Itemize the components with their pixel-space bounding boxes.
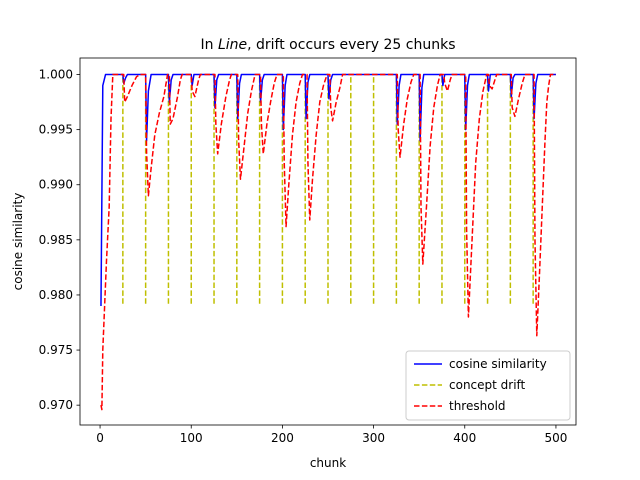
y-tick-label: 0.990 [39, 178, 73, 192]
x-tick-label: 500 [544, 431, 567, 445]
series-layer [100, 73, 556, 411]
title-suffix: , drift occurs every 25 chunks [247, 37, 455, 53]
x-tick-label: 300 [362, 431, 385, 445]
x-tick-label: 400 [453, 431, 476, 445]
legend-label: concept drift [449, 378, 526, 392]
x-axis-label: chunk [310, 456, 346, 470]
y-tick-label: 0.985 [39, 233, 73, 247]
title-prefix: In [200, 37, 217, 53]
y-tick-label: 0.970 [39, 398, 73, 412]
chart-title: In Line, drift occurs every 25 chunks [200, 37, 455, 53]
legend: cosine similarity concept drift threshold [405, 350, 571, 421]
x-tick-label: 100 [180, 431, 203, 445]
y-tick-label: 0.995 [39, 123, 73, 137]
legend-label: cosine similarity [449, 357, 547, 371]
threshold-series-line [100, 73, 556, 411]
y-axis-ticks: 0.970 0.975 0.980 0.985 0.990 0.995 1.000 [39, 68, 80, 412]
plot-area: 0 100 200 300 400 500 0.9700.9750.9800.9850.9… [39, 57, 577, 445]
y-tick-label: 0.980 [39, 288, 73, 302]
x-tick-label: 200 [271, 431, 294, 445]
y-tick-label: 0.975 [39, 343, 73, 357]
y-tick-label: 1.000 [39, 68, 73, 82]
axes-frame [79, 57, 577, 426]
x-tick-label: 0 [96, 431, 104, 445]
title-italic: Line [218, 37, 247, 53]
y-axis-label: cosine similarity [11, 193, 25, 291]
legend-box [405, 350, 571, 421]
legend-label: threshold [449, 399, 506, 413]
x-axis-ticks: 0 100 200 300 400 500 [96, 425, 567, 445]
